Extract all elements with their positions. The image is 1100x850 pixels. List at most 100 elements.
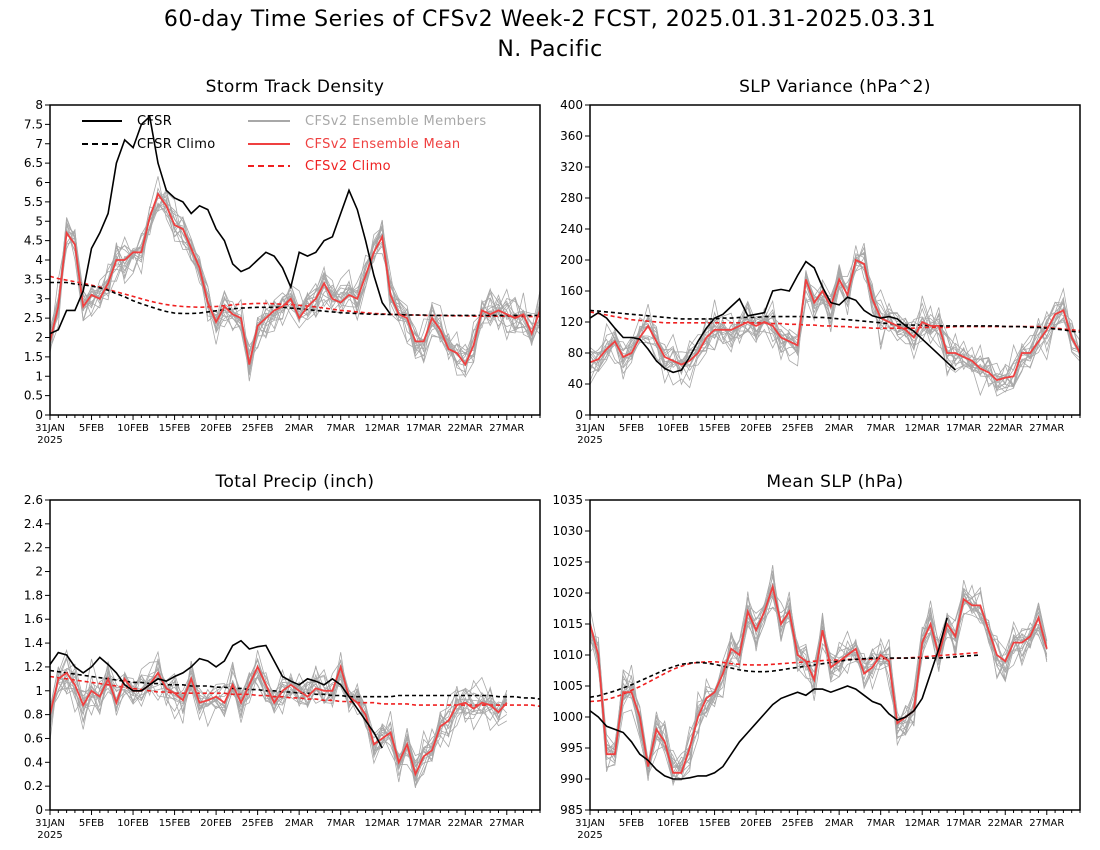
slp-variance-cfsr-line [590,260,956,374]
storm-track-ensemble-member-line [50,191,540,373]
mean-slp-x-tick-label: 27MAR [1029,818,1064,829]
slp-variance-y-tick-label: 120 [560,315,583,329]
storm-track-x-tick-label: 7MAR [326,423,355,434]
mean-slp-y-tick-label: 1000 [552,710,583,724]
mean-slp-y-tick-label: 1030 [552,524,583,538]
slp-variance-x-tick-label: 22MAR [988,423,1023,434]
mean-slp-y-tick-label: 1005 [552,679,583,693]
total-precip-cfsr-climo-line [50,669,540,700]
total-precip-x-year-label: 2025 [37,830,62,841]
storm-track-cfsr-line [50,115,392,335]
storm-track-y-tick-label: 4.5 [24,234,43,248]
total-precip-x-tick-label: 7MAR [326,818,355,829]
storm-track-x-tick-label: 12MAR [365,423,400,434]
storm-track-y-tick-label: 6 [35,176,43,190]
storm-track-x-axis: 31JAN 5FEB 10FEB 15FEB 20FEB 25FEB 2MAR 7MAR 12M… [35,415,541,446]
slp-variance-y-tick-label: 400 [560,98,583,112]
panel-title-total-precip: Total Precip (inch) [215,472,375,492]
total-precip-y-tick-label: 0.8 [24,708,43,722]
slp-variance-y-tick-label: 360 [560,129,583,143]
storm-track-ensemble-member-line [50,206,540,363]
slp-variance-x-tick-label: 12MAR [905,423,940,434]
storm-track-y-tick-label: 2.5 [24,311,43,325]
total-precip-y-tick-label: 2.4 [24,517,43,531]
storm-track-x-tick-label: 31JAN [35,423,65,434]
total-precip-x-tick-label: 10FEB [117,818,149,829]
mean-slp-x-tick-label: 5FEB [619,818,644,829]
total-precip-ensemble-member-line [50,659,508,781]
total-precip-cfsv2-climo-line [50,675,540,708]
storm-track-y-tick-label: 3 [35,292,43,306]
total-precip-x-tick-label: 17MAR [406,818,441,829]
legend-ens-mean-label: CFSv2 Ensemble Mean [305,137,461,152]
total-precip-x-tick-label: 15FEB [159,818,191,829]
mean-slp-x-tick-label: 12MAR [905,818,940,829]
total-precip-x-tick-label: 5FEB [79,818,104,829]
total-precip-y-tick-label: 1 [35,684,43,698]
figure-title-line1: 60-day Time Series of CFSv2 Week-2 FCST,… [164,7,936,32]
slp-variance-y-tick-label: 200 [560,253,583,267]
storm-track-y-tick-label: 4 [35,253,43,267]
storm-track-ensemble-mean-line [50,192,540,367]
mean-slp-ensemble-member-line [590,600,1048,777]
total-precip-y-tick-label: 1.6 [24,612,43,626]
mean-slp-x-tick-label: 15FEB [699,818,731,829]
storm-track-x-tick-label: 25FEB [242,423,274,434]
slp-variance-x-tick-label: 5FEB [619,423,644,434]
total-precip-x-tick-label: 27MAR [489,818,524,829]
slp-variance-x-tick-label: 27MAR [1029,423,1064,434]
slp-variance-x-tick-label: 17MAR [946,423,981,434]
mean-slp-x-tick-label: 22MAR [988,818,1023,829]
storm-track-x-tick-label: 10FEB [117,423,149,434]
slp-variance-x-year-label: 2025 [577,435,602,446]
storm-track-ensemble-member-line [50,194,540,372]
total-precip-ensemble-member-line [50,652,508,782]
total-precip-x-tick-label: 12MAR [365,818,400,829]
mean-slp-x-tick-label: 31JAN [575,818,605,829]
mean-slp-cfsr-line [590,617,948,780]
storm-track-y-tick-label: 6.5 [24,156,43,170]
storm-track-x-tick-label: 5FEB [79,423,104,434]
storm-track-ensemble-member-line [50,191,540,373]
storm-track-ensemble-member-line [50,191,540,376]
slp-variance-x-axis: 31JAN 5FEB 10FEB 15FEB 20FEB 25FEB 2MAR 7MAR 12M… [575,415,1081,446]
slp-variance-ensemble-member-line [590,266,1080,385]
total-precip-y-tick-label: 0 [35,803,43,817]
total-precip-y-axis: 0 0.2 0.4 0.6 0.8 1 1.2 1.4 1.6 1.8 2 2.2 2.4 2.6 [24,493,50,817]
storm-track-x-tick-label: 2MAR [285,423,314,434]
mean-slp-y-tick-label: 1010 [552,648,583,662]
slp-variance-panel: SLP Variance (hPa^2) 0 40 80 120 160 200 240 28… [560,77,1081,446]
legend-cfsr-climo-label: CFSR Climo [137,137,216,152]
storm-track-x-tick-label: 27MAR [489,423,524,434]
slp-variance-x-tick-label: 10FEB [657,423,689,434]
storm-track-y-tick-label: 1.5 [24,350,43,364]
total-precip-y-tick-label: 1.2 [24,660,43,674]
mean-slp-ensemble-member-line [590,595,1048,773]
storm-track-ensemble-members [50,176,540,382]
mean-slp-x-year-label: 2025 [577,830,602,841]
slp-variance-y-tick-label: 160 [560,284,583,298]
total-precip-x-tick-label: 2MAR [285,818,314,829]
slp-variance-y-axis: 0 40 80 120 160 200 240 280 320 360 400 [560,98,590,422]
total-precip-cfsr-line [50,639,383,749]
slp-variance-y-tick-label: 320 [560,160,583,174]
storm-track-plot-frame [49,104,541,416]
total-precip-x-tick-label: 31JAN [35,818,65,829]
mean-slp-ensemble-members [590,565,1048,787]
total-precip-y-tick-label: 0.4 [24,755,43,769]
legend: CFSR CFSR Climo CFSv2 Ensemble Members C… [82,114,486,174]
storm-track-y-tick-label: 5 [35,214,43,228]
slp-variance-y-tick-label: 280 [560,191,583,205]
mean-slp-x-tick-label: 2MAR [825,818,854,829]
storm-track-x-year-label: 2025 [37,435,62,446]
legend-cfsr-label: CFSR [137,114,172,129]
slp-variance-y-tick-label: 240 [560,222,583,236]
storm-track-x-tick-label: 17MAR [406,423,441,434]
mean-slp-x-tick-label: 25FEB [782,818,814,829]
slp-variance-ensemble-members [590,242,1080,397]
panel-title-storm-track: Storm Track Density [206,77,385,97]
mean-slp-ensemble-member-line [590,585,1048,774]
mean-slp-y-tick-label: 1020 [552,586,583,600]
slp-variance-x-tick-label: 15FEB [699,423,731,434]
